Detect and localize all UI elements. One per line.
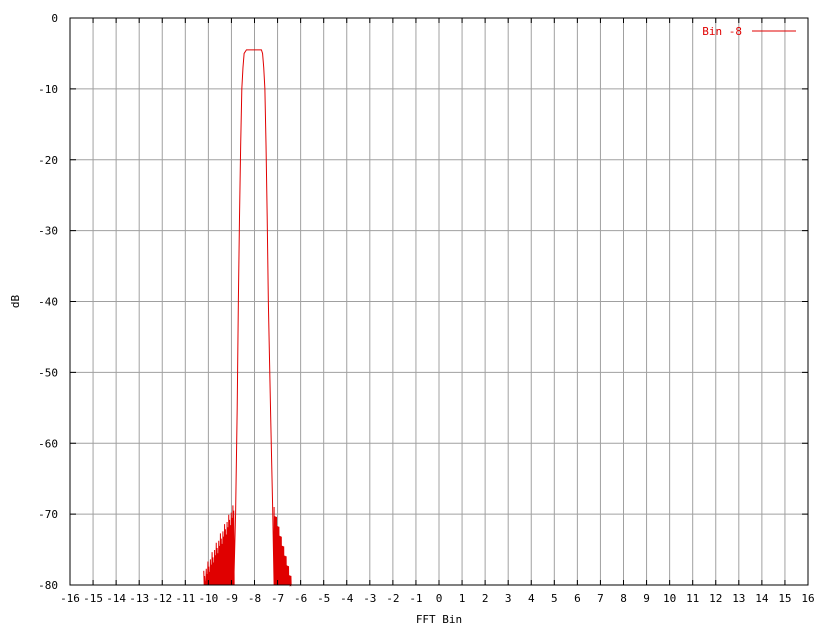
x-tick-label: 5 — [551, 592, 558, 605]
y-tick-label: -70 — [38, 508, 58, 521]
y-axis-label: dB — [9, 295, 22, 309]
x-axis-label: FFT Bin — [416, 613, 462, 626]
x-tick-label: 4 — [528, 592, 535, 605]
x-tick-label: -16 — [60, 592, 80, 605]
y-tick-label: -80 — [38, 579, 58, 592]
legend-label: Bin -8 — [702, 25, 742, 38]
y-tick-label: -10 — [38, 83, 58, 96]
x-tick-label: 11 — [686, 592, 699, 605]
x-tick-label: 9 — [643, 592, 650, 605]
y-tick-label: 0 — [51, 12, 58, 25]
x-tick-label: 1 — [459, 592, 466, 605]
x-tick-label: -5 — [317, 592, 330, 605]
x-tick-label: 3 — [505, 592, 512, 605]
series-line-bin-minus-8 — [203, 49, 292, 587]
x-tick-label: 8 — [620, 592, 627, 605]
x-tick-label: 6 — [574, 592, 581, 605]
x-tick-label: -13 — [129, 592, 149, 605]
x-tick-label: 12 — [709, 592, 722, 605]
axis-ticks — [69, 17, 809, 586]
x-tick-label: -2 — [386, 592, 399, 605]
y-tick-label: -40 — [38, 296, 58, 309]
x-tick-label: -12 — [152, 592, 172, 605]
grid-lines — [70, 18, 808, 585]
x-tick-label: -4 — [340, 592, 354, 605]
x-tick-label: 14 — [755, 592, 769, 605]
y-tick-label: -50 — [38, 366, 58, 379]
y-tick-label: -60 — [38, 437, 58, 450]
x-tick-labels: -16 -15 -14 -13 -12 -11 -10 -9 -8 -7 -6 -5 -4 -3 -2 -1 0… — [60, 592, 815, 605]
y-tick-label: -30 — [38, 225, 58, 238]
x-tick-label: -8 — [248, 592, 261, 605]
x-tick-label: -1 — [409, 592, 422, 605]
x-tick-label: 16 — [801, 592, 814, 605]
x-tick-label: -7 — [271, 592, 284, 605]
x-tick-label: -15 — [83, 592, 103, 605]
series-layer — [203, 49, 292, 587]
x-tick-label: 13 — [732, 592, 745, 605]
y-tick-labels: 0 -10 -20 -30 -40 -50 -60 -70 -80 — [38, 12, 58, 592]
x-tick-label: -14 — [106, 592, 126, 605]
x-tick-label: -9 — [225, 592, 238, 605]
x-tick-label: 7 — [597, 592, 604, 605]
x-tick-label: -10 — [198, 592, 218, 605]
x-tick-label: 2 — [482, 592, 489, 605]
x-tick-label: 10 — [663, 592, 676, 605]
x-tick-label: 15 — [778, 592, 791, 605]
y-tick-label: -20 — [38, 154, 58, 167]
x-tick-label: -6 — [294, 592, 307, 605]
legend: Bin -8 — [702, 25, 796, 38]
x-tick-label: -3 — [363, 592, 376, 605]
x-tick-label: 0 — [436, 592, 443, 605]
x-tick-label: -11 — [175, 592, 195, 605]
